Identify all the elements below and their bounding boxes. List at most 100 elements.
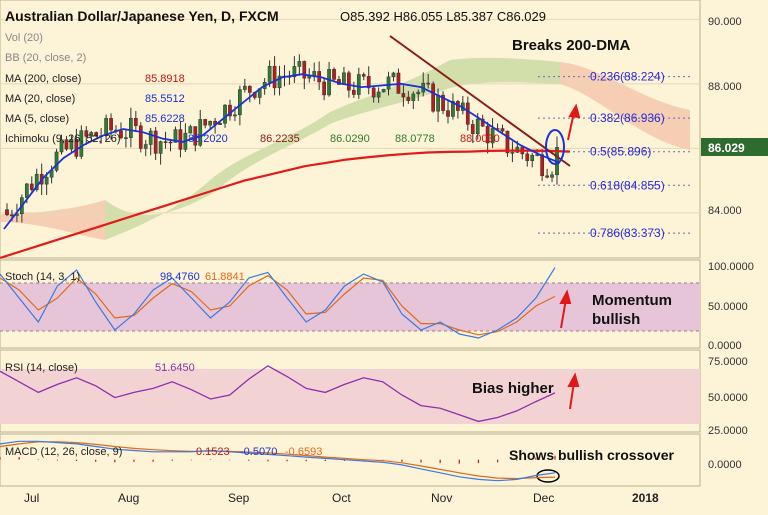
candle-body	[124, 137, 128, 139]
candle-body	[104, 118, 108, 136]
rsi-label: RSI (14, close)	[5, 362, 78, 374]
ma200-line	[0, 149, 571, 260]
candle-body	[505, 130, 510, 154]
candle-body	[292, 66, 297, 78]
ma20-label: MA (20, close)	[5, 93, 75, 105]
stoch-lines	[0, 267, 556, 339]
candle-body	[401, 93, 406, 98]
stoch-k-line	[0, 267, 556, 339]
candle-body	[153, 130, 158, 154]
candle-body	[366, 76, 371, 89]
candle-body	[490, 128, 495, 144]
rsi-tick-label: 75.0000	[708, 356, 748, 368]
ichimoku-cloud-bull	[105, 57, 560, 241]
candle-body	[431, 83, 435, 112]
candle-body	[361, 74, 366, 77]
candle-body	[54, 151, 59, 171]
ma200-value: 85.8918	[145, 73, 185, 85]
candle-body	[322, 81, 326, 96]
moving-averages	[0, 73, 571, 260]
rsi-tick-label: 50.0000	[708, 392, 748, 404]
candle-body	[198, 119, 203, 146]
candle-body	[371, 87, 376, 98]
ichimoku-cloud-bear-1	[0, 200, 105, 240]
ichimoku-label: Ichimoku (9, 26, 52, 26)	[5, 133, 121, 145]
candle-body	[441, 94, 445, 111]
candle-body	[173, 129, 178, 143]
candle-body	[233, 114, 237, 117]
fib-level-label: 0.382(86.936)	[590, 111, 665, 125]
candle-body	[247, 85, 252, 93]
candle-body	[163, 141, 168, 143]
last-price-tag	[701, 138, 768, 156]
ichimoku-value-1: 85.2020	[188, 133, 228, 145]
annotation-bullish-crossover: Shows bullish crossover	[509, 447, 674, 463]
trendline	[389, 35, 571, 167]
candle-body	[29, 183, 34, 190]
x-tick-label: Sep	[228, 491, 250, 505]
candle-body	[188, 126, 193, 134]
ma5-value: 85.6228	[145, 113, 185, 125]
candle-body	[193, 126, 198, 146]
candle-body	[208, 120, 213, 126]
candle-body	[475, 118, 480, 134]
candle-body	[69, 139, 74, 150]
stoch-arrow-head	[559, 289, 572, 304]
candle-body	[218, 123, 222, 125]
candle-body	[94, 132, 99, 137]
candle-body	[129, 117, 133, 138]
rsi-arrow-head	[567, 372, 580, 387]
bb-label: BB (20, close, 2)	[5, 52, 86, 64]
candle-body	[10, 214, 14, 217]
stoch-k-value: 98.4760	[160, 271, 200, 283]
rsi-band	[0, 369, 700, 424]
candle-body	[411, 93, 416, 101]
candle-body	[148, 130, 153, 145]
ma20-line	[3, 73, 561, 230]
candle-body	[347, 72, 351, 91]
candle-body	[500, 128, 505, 132]
fib-level-label: 0.618(84.855)	[590, 178, 665, 192]
candle-body	[381, 88, 386, 93]
macd-crossover-circle	[536, 469, 560, 483]
price-tick-label: 84.000	[708, 205, 742, 217]
rsi-tick-label: 25.0000	[708, 425, 748, 437]
candle-body	[79, 130, 84, 157]
candle-body	[451, 101, 455, 117]
candle-body	[119, 130, 123, 139]
candle-body	[24, 183, 29, 198]
stoch-label: Stoch (14, 3, 1)	[5, 271, 80, 283]
stoch-d-value: 61.8841	[205, 271, 245, 283]
candle-body	[238, 89, 242, 116]
macd-signal-line	[0, 441, 556, 480]
candle-body	[485, 125, 490, 144]
ma5-label: MA (5, close)	[5, 113, 69, 125]
candle-body	[158, 141, 163, 154]
price-tick-label: 90.000	[708, 16, 742, 28]
candle-body	[342, 72, 346, 85]
candle-body	[89, 132, 94, 137]
candle-body	[133, 117, 138, 127]
candle-body	[416, 91, 421, 95]
rsi-value: 51.6450	[155, 362, 195, 374]
ma20-value: 85.5512	[145, 93, 185, 105]
rsi-line	[0, 365, 556, 423]
macd-hist-value: 0.1523	[196, 446, 230, 458]
rsi-line	[0, 365, 556, 423]
candle-body	[223, 104, 227, 124]
candle-body	[332, 69, 336, 80]
x-tick-label: Jul	[24, 491, 39, 505]
ichimoku-value-3: 86.0290	[330, 133, 370, 145]
annotation-momentum-line-1: Momentum	[592, 292, 672, 309]
macd-line	[0, 440, 556, 482]
candle-body	[297, 61, 302, 67]
candle-body	[34, 173, 39, 190]
candle-body	[327, 69, 331, 96]
fib-level-label: 0.5(85.896)	[590, 145, 651, 159]
candle-body	[5, 209, 9, 216]
candle-body	[178, 129, 183, 150]
candle-body	[510, 152, 515, 154]
candle-body	[312, 71, 317, 76]
candle-body	[356, 74, 361, 95]
